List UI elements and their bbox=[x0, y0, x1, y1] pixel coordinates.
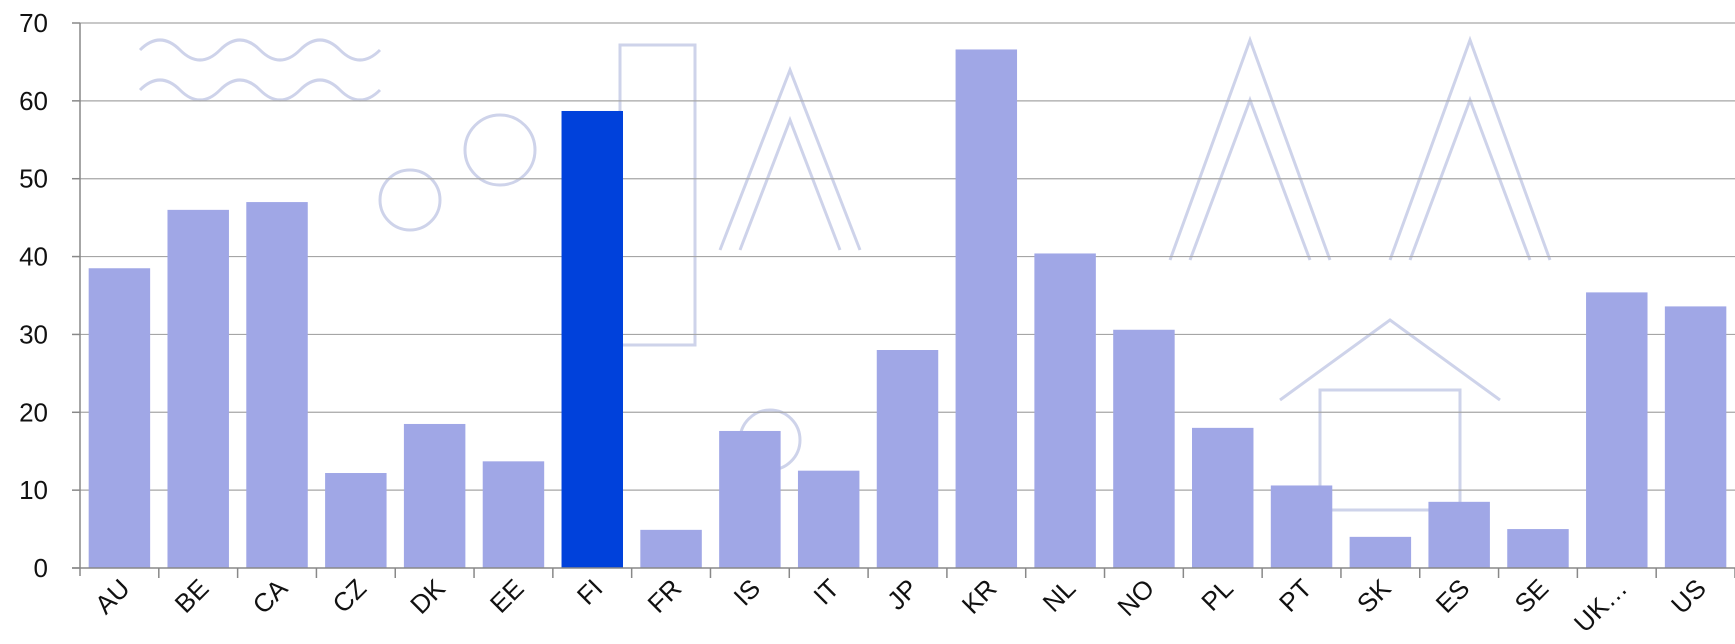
x-tick-label: CA bbox=[247, 573, 294, 620]
x-tick-label: NL bbox=[1037, 573, 1082, 618]
axes bbox=[72, 22, 1735, 578]
bar-sk bbox=[1349, 536, 1412, 568]
bar-pl bbox=[1192, 427, 1254, 568]
x-tick-label: FR bbox=[642, 573, 688, 619]
x-tick-label: IT bbox=[807, 573, 845, 611]
y-tick-labels: 0 10 20 30 40 50 60 70 bbox=[19, 8, 48, 583]
x-tick-label: PT bbox=[1273, 573, 1318, 618]
bar-ca bbox=[246, 202, 308, 569]
y-tick-label: 40 bbox=[19, 242, 48, 272]
x-tick-label: FI bbox=[571, 573, 609, 611]
bar-kr bbox=[955, 49, 1018, 568]
bar-it bbox=[797, 470, 860, 568]
bars bbox=[88, 49, 1727, 569]
x-tick-label: NO bbox=[1111, 573, 1160, 622]
x-tick-label: JP bbox=[881, 573, 924, 616]
x-tick-label: PL bbox=[1195, 573, 1239, 617]
y-tick-label: 20 bbox=[19, 397, 48, 427]
x-tick-label: SE bbox=[1508, 573, 1554, 619]
y-tick-label: 50 bbox=[19, 164, 48, 194]
y-tick-label: 70 bbox=[19, 8, 48, 38]
bar-no bbox=[1113, 329, 1175, 568]
bar-se bbox=[1507, 529, 1569, 568]
y-tick-label: 10 bbox=[19, 475, 48, 505]
bar-es bbox=[1428, 501, 1490, 568]
bar-au bbox=[88, 268, 151, 568]
x-tick-label: EE bbox=[484, 573, 530, 619]
bar-jp bbox=[876, 350, 939, 568]
y-tick-label: 0 bbox=[34, 553, 48, 583]
y-tick-label: 30 bbox=[19, 319, 48, 349]
bar-fr bbox=[640, 529, 702, 568]
bar-fi bbox=[561, 110, 623, 568]
x-tick-label: US bbox=[1665, 573, 1712, 620]
bar-is bbox=[719, 430, 781, 568]
background-illustration bbox=[138, 35, 1552, 512]
bar-dk bbox=[403, 423, 466, 568]
x-tick-label: DK bbox=[404, 573, 451, 620]
bar-be bbox=[167, 209, 229, 568]
x-tick-label: AU bbox=[89, 573, 136, 620]
bar-us bbox=[1664, 306, 1727, 568]
bar-ee bbox=[482, 461, 545, 568]
x-tick-label: UK… bbox=[1568, 573, 1633, 638]
x-tick-label: BE bbox=[169, 573, 215, 619]
bar-nl bbox=[1034, 253, 1096, 568]
bar-pt bbox=[1270, 485, 1333, 568]
x-tick-label: IS bbox=[728, 573, 767, 612]
x-tick-label: SK bbox=[1351, 573, 1397, 619]
x-tick-label: CZ bbox=[326, 573, 372, 619]
y-tick-label: 60 bbox=[19, 86, 48, 116]
x-tick-label: KR bbox=[956, 573, 1003, 620]
bar-uk bbox=[1586, 292, 1648, 568]
x-tick-labels: AU BE CA CZ DK EE FI FR IS IT JP KR NL NO PL PT SK ES SE UK… bbox=[89, 573, 1712, 639]
x-tick-label: ES bbox=[1430, 573, 1476, 619]
bar-cz bbox=[325, 473, 387, 568]
